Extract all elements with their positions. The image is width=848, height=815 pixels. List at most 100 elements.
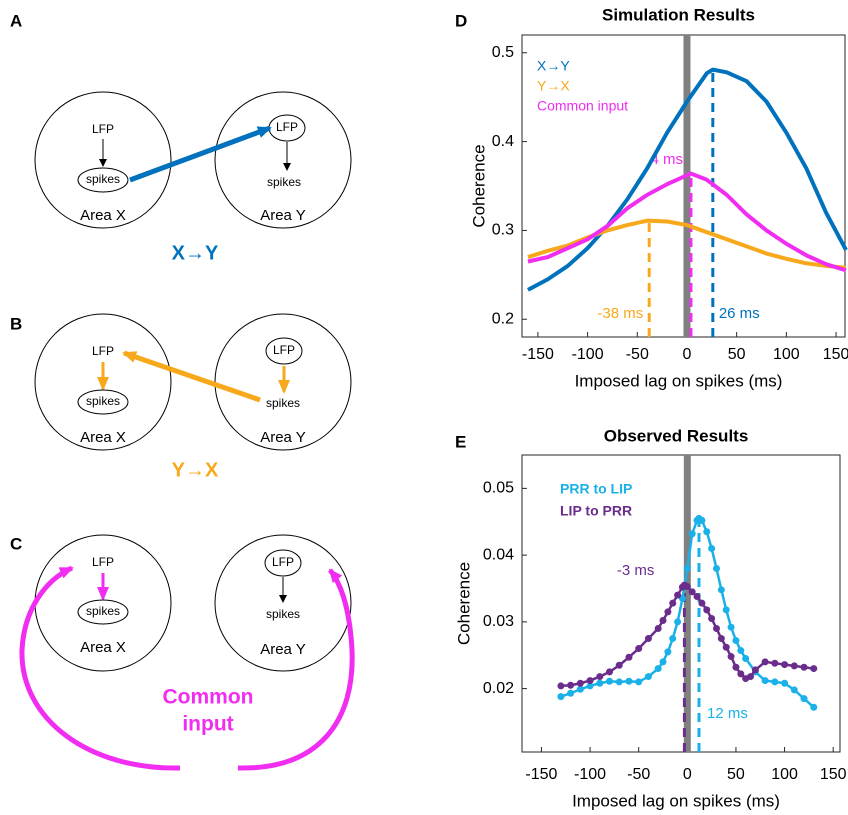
series-line [527, 67, 848, 292]
data-point [737, 647, 745, 655]
data-point [659, 617, 667, 625]
data-point [703, 606, 711, 614]
data-point [790, 686, 798, 694]
arrow [129, 125, 272, 183]
data-point [781, 661, 789, 669]
data-point [761, 658, 769, 666]
data-point [703, 528, 711, 536]
data-point [659, 658, 667, 666]
spikes-label: spikes [266, 396, 300, 410]
legend-entry: PRR to LIP [560, 481, 632, 497]
lfp-label: LFP [276, 120, 298, 134]
lfp-label: LFP [92, 122, 114, 136]
x-tick-label: 0 [683, 346, 692, 363]
data-point [615, 678, 623, 686]
data-point [727, 623, 735, 631]
data-point [722, 606, 730, 614]
data-point [810, 665, 818, 673]
data-point [712, 564, 720, 572]
y-axis-label: Coherence [454, 562, 473, 645]
data-point [722, 643, 730, 651]
area-circle [34, 313, 172, 451]
data-point [664, 608, 672, 616]
data-point [688, 530, 696, 538]
panel-letter: A [10, 11, 22, 30]
data-point [669, 599, 677, 607]
data-point [693, 592, 701, 600]
y-tick-label: 0.4 [492, 133, 514, 150]
diagram-a: A LFP spikes Area X LFP spikes Area Y X→… [10, 11, 352, 264]
spikes-label: spikes [86, 172, 120, 186]
spikes-ellipse [77, 599, 129, 625]
data-point [674, 618, 682, 626]
data-point [557, 693, 565, 701]
data-point [800, 695, 808, 703]
data-point [625, 677, 633, 685]
y-tick-label: 0.04 [483, 546, 514, 563]
data-point [688, 588, 696, 596]
data-point [790, 662, 798, 670]
y-tick-label: 0.02 [483, 680, 514, 697]
data-point [771, 659, 779, 667]
lfp-label: LFP [272, 555, 294, 569]
x-tick-label: -100 [574, 766, 606, 783]
data-point [654, 625, 662, 633]
lfp-ellipse [265, 337, 303, 365]
data-point [586, 677, 594, 685]
x-tick-label: 150 [823, 346, 848, 363]
spikes-ellipse [77, 167, 129, 193]
data-point [810, 703, 818, 711]
arrow [237, 568, 355, 771]
chart-title: Simulation Results [602, 5, 755, 24]
y-tick-label: 0.2 [492, 310, 514, 327]
data-point [717, 586, 725, 594]
spikes-label: spikes [86, 604, 120, 618]
data-point [606, 677, 614, 685]
x-axis-label: Imposed lag on spikes (ms) [572, 791, 780, 810]
data-point [800, 663, 808, 671]
area-label: Area Y [260, 641, 306, 658]
peak-label: -3 ms [617, 562, 655, 579]
data-point [712, 625, 720, 633]
area-label: Area Y [260, 207, 306, 224]
x-tick-label: -150 [522, 346, 554, 363]
data-point [567, 681, 575, 689]
area-circle [214, 91, 352, 229]
x-tick-label: 100 [771, 766, 798, 783]
data-point [761, 677, 769, 685]
data-point [567, 689, 575, 697]
lfp-label: LFP [92, 555, 114, 569]
x-tick-label: -50 [626, 346, 649, 363]
data-point [747, 673, 755, 681]
spikes-label: spikes [267, 175, 301, 189]
panel-letter: D [455, 11, 467, 30]
data-point [606, 668, 614, 676]
chart-1: E Observed Results Coherence Imposed lag on… [454, 426, 846, 810]
spikes-label: spikes [266, 607, 300, 621]
arrow [122, 350, 261, 403]
panel-letter: B [10, 314, 22, 333]
data-point [781, 679, 789, 687]
lfp-ellipse [264, 549, 302, 577]
data-point [717, 635, 725, 643]
x-tick-label: 50 [727, 766, 745, 783]
area-label: Area X [80, 207, 126, 224]
peak-label: -38 ms [597, 305, 643, 322]
chart-0: D Simulation Results Coherence Imposed lag … [455, 5, 848, 390]
area-circle [34, 91, 172, 229]
data-point [732, 637, 740, 645]
caption: Common [163, 686, 254, 709]
data-point [557, 682, 565, 690]
data-point [576, 679, 584, 687]
legend-entry: Common input [537, 98, 628, 114]
peak-label: 4 ms [650, 151, 683, 168]
series-line [527, 171, 847, 273]
data-point [586, 682, 594, 690]
legend-entry: LIP to PRR [560, 503, 632, 519]
chart-title: Observed Results [604, 426, 749, 445]
x-tick-label: 0 [683, 766, 692, 783]
area-label: Area X [80, 429, 126, 446]
lfp-label: LFP [92, 344, 114, 358]
panel-letter: C [10, 534, 22, 553]
